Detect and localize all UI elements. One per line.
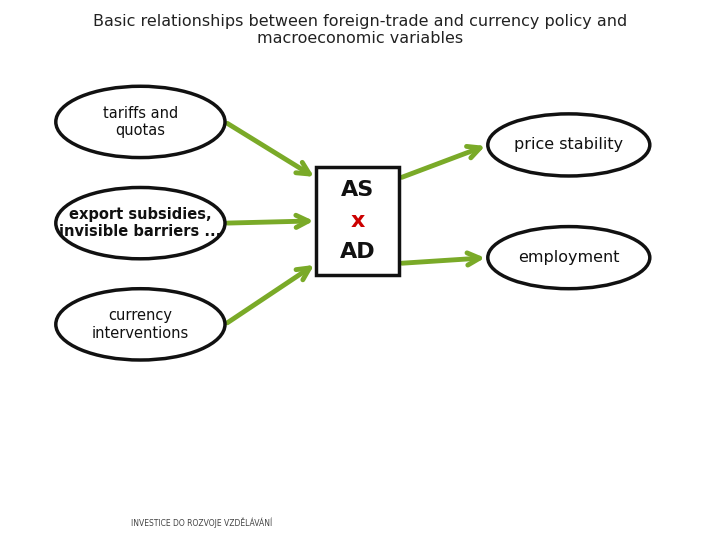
Text: price stability: price stability: [514, 137, 624, 152]
Text: tariffs and
quotas: tariffs and quotas: [103, 106, 178, 138]
Text: employment: employment: [518, 250, 619, 265]
Text: x: x: [351, 211, 365, 231]
Text: export subsidies,
invisible barriers ...: export subsidies, invisible barriers ...: [59, 207, 222, 239]
Text: currency
interventions: currency interventions: [91, 308, 189, 341]
Text: Basic relationships between foreign-trade and currency policy and
macroeconomic : Basic relationships between foreign-trad…: [93, 14, 627, 46]
Text: AS: AS: [341, 180, 374, 200]
Text: INVESTICE DO ROZVOJE VZDĚLÁVÁNÍ: INVESTICE DO ROZVOJE VZDĚLÁVÁNÍ: [131, 517, 272, 528]
FancyBboxPatch shape: [317, 167, 399, 275]
Text: AD: AD: [340, 242, 376, 262]
